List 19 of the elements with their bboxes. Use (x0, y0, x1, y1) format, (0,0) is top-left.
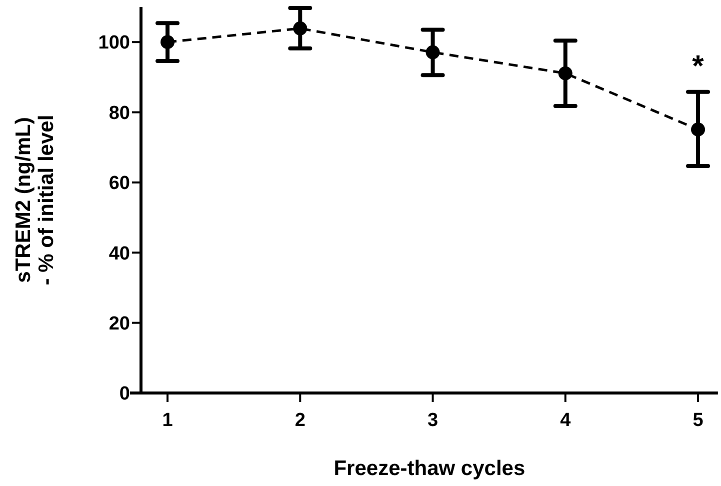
y-tick-label: 20 (108, 313, 130, 334)
x-tick-label: 4 (560, 410, 572, 431)
x-axis-title: Freeze-thaw cycles (334, 457, 526, 480)
point (293, 21, 308, 36)
x-tick-label: 3 (427, 410, 438, 431)
point (558, 66, 572, 80)
x-tick-label: 1 (162, 410, 174, 431)
x-tick-label: 5 (692, 410, 704, 431)
y-axis-title: sTREM2 (ng/mL) - % of initial level (12, 114, 58, 286)
point (691, 122, 706, 136)
point (426, 45, 440, 60)
point (160, 35, 175, 50)
y-tick-label: 80 (108, 102, 130, 124)
y-tick-label: 0 (119, 384, 130, 405)
y-tick-label: 40 (108, 243, 130, 264)
annotation: * (692, 50, 704, 83)
y-tick-label: 100 (98, 32, 130, 54)
y-tick-label: 60 (108, 173, 130, 194)
x-tick-label: 2 (294, 410, 306, 431)
